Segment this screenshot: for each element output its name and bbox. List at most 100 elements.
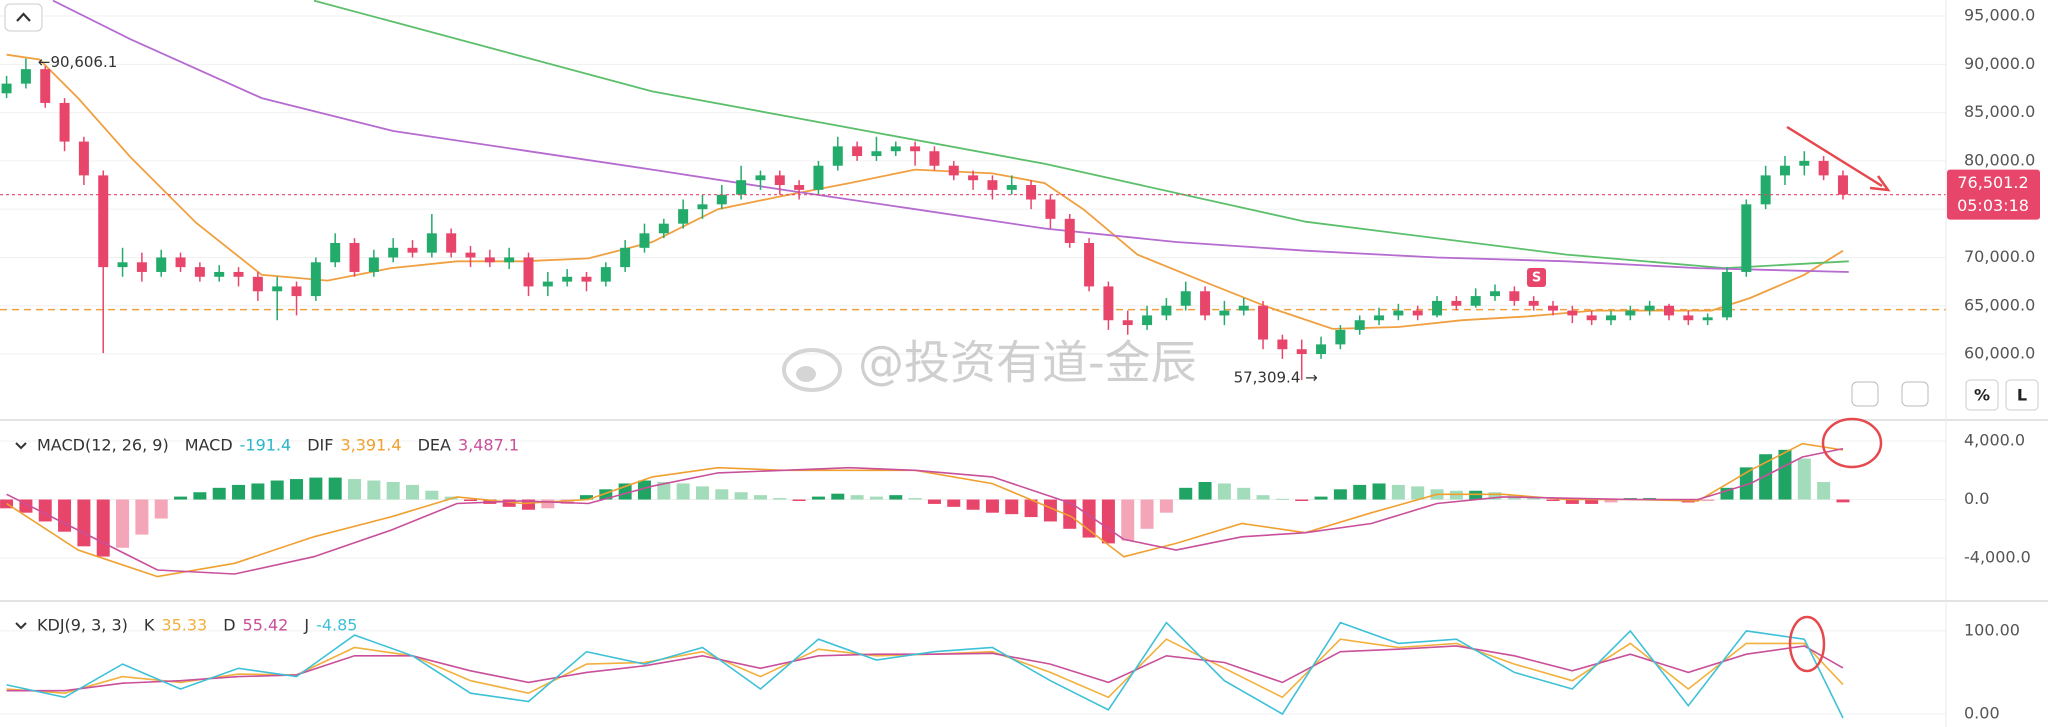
histogram-bar xyxy=(1720,487,1734,500)
kdj-pane xyxy=(6,621,1844,719)
log-button-label[interactable]: L xyxy=(2017,386,2027,405)
percent-button[interactable] xyxy=(1965,379,1999,411)
tool-icon[interactable] xyxy=(1851,381,1879,407)
histogram-bar xyxy=(579,495,593,500)
histogram-bar xyxy=(348,479,362,500)
candle-body xyxy=(1393,310,1404,316)
y-tick-label: 65,000.0 xyxy=(1964,295,2035,314)
candle-body xyxy=(1837,175,1848,195)
candle-body xyxy=(1760,175,1771,205)
legend-text: 55.42 xyxy=(243,616,289,635)
histogram-bar xyxy=(1759,454,1773,500)
candle-body xyxy=(1412,310,1423,316)
indicator-line xyxy=(6,447,1844,575)
candle-body xyxy=(1528,300,1539,306)
tool-icon[interactable] xyxy=(1901,381,1929,407)
candle-body xyxy=(194,267,205,277)
candle-body xyxy=(1064,218,1075,243)
candle-body xyxy=(948,165,959,176)
y-tick-label: 60,000.0 xyxy=(1964,344,2035,363)
y-tick-label: 0.0 xyxy=(1964,489,1989,508)
legend-text: K xyxy=(144,616,155,635)
candle-body xyxy=(291,286,302,297)
annotation-circle xyxy=(1788,615,1826,673)
histogram-bar xyxy=(753,495,767,500)
candle-body xyxy=(697,204,708,210)
collapse-button-frame[interactable] xyxy=(4,3,43,32)
countdown-label: 05:03:18 xyxy=(1957,196,2029,215)
candle-body xyxy=(600,267,611,282)
candle-body xyxy=(252,276,263,292)
moving-average-line xyxy=(52,0,1849,273)
high-label: ←90,606.1 xyxy=(38,53,117,71)
candle-body xyxy=(1238,305,1249,311)
histogram-bar xyxy=(889,495,903,500)
histogram-bar xyxy=(1043,499,1057,522)
histogram-bar xyxy=(270,480,284,500)
candle-body xyxy=(658,223,669,234)
macd-toggle[interactable] xyxy=(15,442,27,450)
kdj-toggle[interactable] xyxy=(15,622,27,630)
last-price-box xyxy=(1947,169,2040,220)
histogram-bar xyxy=(77,499,91,547)
y-tick-label: 0.00 xyxy=(1964,703,2000,722)
candle-body xyxy=(1354,320,1365,330)
annotation-arrow xyxy=(1786,125,1883,188)
histogram-bar xyxy=(1063,499,1077,529)
histogram-bar xyxy=(985,499,999,513)
histogram-bar xyxy=(367,480,381,500)
signal-text: S xyxy=(1532,271,1541,286)
histogram-bar xyxy=(58,499,72,532)
candle-body xyxy=(1374,315,1385,321)
histogram-bar xyxy=(792,499,806,501)
candle-body xyxy=(1644,305,1655,311)
signal-badge-box xyxy=(1527,268,1546,287)
histogram-bar xyxy=(1488,492,1502,500)
candle-body xyxy=(156,257,167,272)
candle-body xyxy=(1200,291,1211,316)
histogram-bar xyxy=(1527,498,1541,500)
histogram-bar xyxy=(1391,484,1405,500)
macd-pane xyxy=(0,442,1850,578)
candle-body xyxy=(272,286,283,292)
candle-body xyxy=(1741,204,1752,272)
histogram-bar xyxy=(1198,481,1212,500)
watermark: @投资有道-金辰 xyxy=(782,336,1197,392)
histogram-bar xyxy=(521,499,535,510)
histogram-bar xyxy=(154,499,168,519)
histogram-bar xyxy=(1275,498,1289,500)
log-button[interactable] xyxy=(2005,379,2039,411)
histogram-bar xyxy=(1121,499,1135,541)
candle-body xyxy=(465,252,476,258)
legend-text: DIF xyxy=(307,436,333,455)
watermark-logo-eye xyxy=(796,366,816,382)
price-pane xyxy=(0,0,1946,381)
candle-body xyxy=(117,262,128,268)
signal-badge: S xyxy=(1527,268,1546,287)
histogram-bar xyxy=(1353,484,1367,500)
histogram-bar xyxy=(1101,499,1115,544)
histogram-bar xyxy=(1565,499,1579,504)
candle-body xyxy=(1799,160,1810,166)
candle-body xyxy=(542,281,553,287)
candle-body xyxy=(310,262,321,297)
candle-body xyxy=(1219,310,1230,316)
histogram-bar xyxy=(715,489,729,500)
histogram-bar xyxy=(1237,487,1251,500)
y-tick-label: 70,000.0 xyxy=(1964,247,2035,266)
candle-body xyxy=(1586,315,1597,321)
last-price-label: 76,501.2 xyxy=(1957,173,2028,192)
candle-body xyxy=(581,276,592,282)
candle-body xyxy=(1316,344,1327,355)
candle-body xyxy=(1567,310,1578,316)
percent-button-label[interactable]: % xyxy=(1974,386,1990,405)
histogram-bar xyxy=(869,496,883,500)
candle-body xyxy=(716,194,727,205)
candle-body xyxy=(1509,291,1520,301)
histogram-bar xyxy=(251,483,265,500)
histogram-bar xyxy=(1817,481,1831,500)
candle-body xyxy=(1779,165,1790,176)
collapse-button[interactable] xyxy=(4,3,43,32)
histogram-bar xyxy=(541,499,555,509)
candle-body xyxy=(1122,320,1133,326)
